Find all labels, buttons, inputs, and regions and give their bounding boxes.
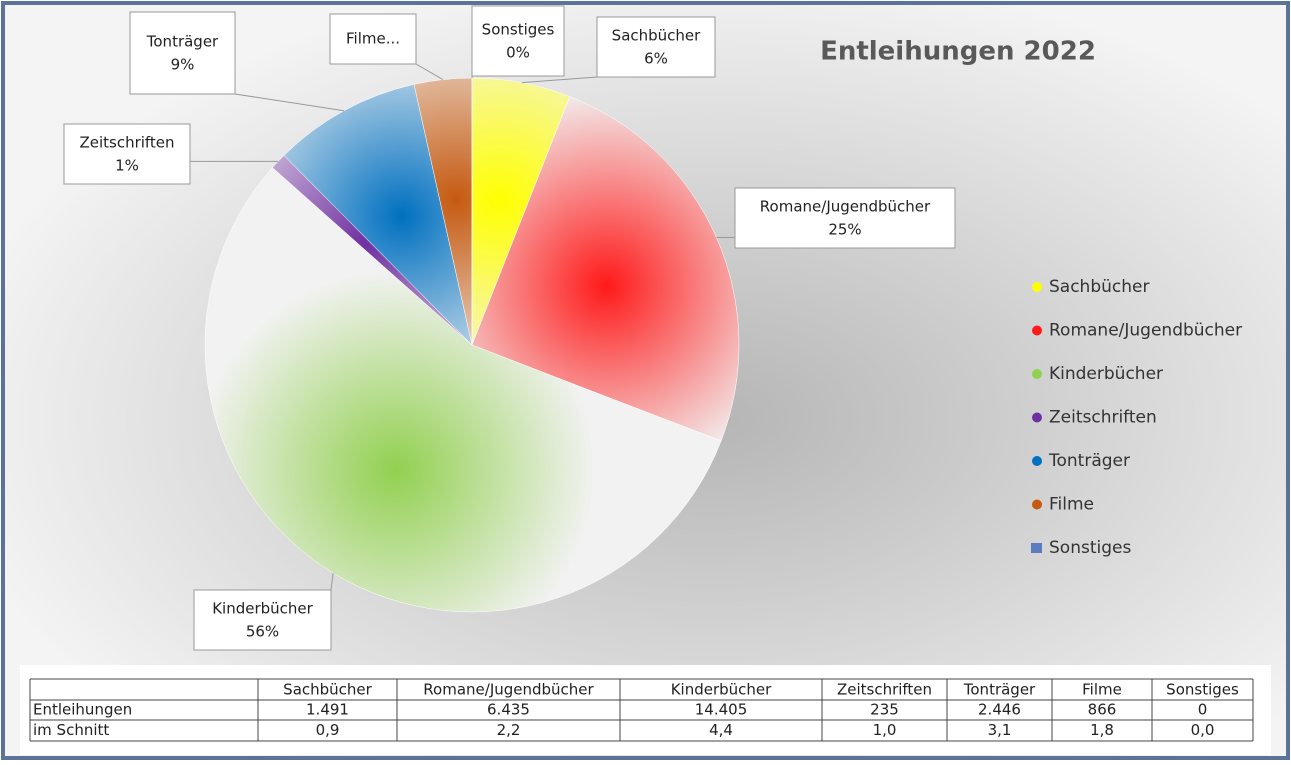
table-header: Romane/Jugendbücher xyxy=(423,681,594,699)
legend-marker xyxy=(1032,369,1042,379)
table-cell: 3,1 xyxy=(988,721,1012,739)
data-label-name: Sonstiges xyxy=(482,21,555,39)
pie-slice xyxy=(204,167,722,613)
table-cell: 1.491 xyxy=(306,701,349,719)
data-label-name: Tonträger xyxy=(146,33,219,51)
table-cell: 2.446 xyxy=(978,701,1021,719)
data-label-value: 56% xyxy=(246,623,279,641)
data-label-box xyxy=(734,187,956,249)
table-header: Zeitschriften xyxy=(837,681,932,699)
table-cell: 1,8 xyxy=(1090,721,1114,739)
data-label-name: Romane/Jugendbücher xyxy=(760,198,931,216)
table-cell: 235 xyxy=(870,701,899,719)
legend-marker xyxy=(1032,325,1042,336)
legend-label: Filme xyxy=(1049,495,1094,515)
data-label-box xyxy=(129,11,236,95)
legend-label: Sonstiges xyxy=(1049,538,1131,558)
table-cell: 14.405 xyxy=(695,701,748,719)
table-cell: 0,9 xyxy=(316,721,340,739)
pie-slice xyxy=(471,96,740,442)
table-cell: 866 xyxy=(1088,701,1117,719)
data-label-value: 6% xyxy=(644,50,668,68)
data-label-box xyxy=(63,123,191,185)
data-label-box xyxy=(329,13,417,65)
table-cell: 6.435 xyxy=(487,701,530,719)
table-cell: 1,0 xyxy=(873,721,897,739)
data-label-value: 0% xyxy=(506,44,530,62)
legend-label: Kinderbücher xyxy=(1049,364,1163,384)
legend-label: Zeitschriften xyxy=(1049,408,1157,428)
legend-marker xyxy=(1032,282,1042,292)
data-label-box xyxy=(193,589,332,651)
chart-title: Entleihungen 2022 xyxy=(820,37,1096,67)
table-header: Filme xyxy=(1082,681,1122,699)
table-row-name: Entleihungen xyxy=(33,701,132,719)
table-cell: 4,4 xyxy=(709,721,733,739)
callout-line xyxy=(415,63,444,81)
table-cell: 0,0 xyxy=(1191,721,1215,739)
data-label-name: Filme... xyxy=(346,30,400,48)
table-header: Kinderbücher xyxy=(671,681,772,699)
data-label-value: 9% xyxy=(171,56,195,74)
pie-slice xyxy=(283,84,473,346)
table-background xyxy=(20,665,1271,755)
table-header: Tonträger xyxy=(963,681,1036,699)
callout-line xyxy=(330,572,334,591)
table-header: Sachbücher xyxy=(283,681,372,699)
data-label-value: 25% xyxy=(828,221,861,239)
data-label-box xyxy=(471,5,565,77)
legend-marker xyxy=(1032,412,1042,423)
legend-marker xyxy=(1031,543,1042,553)
table-header: Sonstiges xyxy=(1166,681,1239,699)
legend-label: Tonträger xyxy=(1048,451,1130,471)
callout-line xyxy=(521,76,598,84)
legend-marker xyxy=(1032,456,1042,466)
table-cell: 0 xyxy=(1198,701,1208,719)
legend-label: Sachbücher xyxy=(1049,277,1149,297)
callout-line xyxy=(234,93,345,112)
table-cell: 2,2 xyxy=(497,721,521,739)
data-label-value: 1% xyxy=(115,157,139,175)
legend-marker xyxy=(1032,499,1042,510)
data-label-name: Sachbücher xyxy=(612,27,701,45)
legend-label: Romane/Jugendbücher xyxy=(1049,321,1242,341)
data-label-name: Kinderbücher xyxy=(212,600,313,618)
table-row-name: im Schnitt xyxy=(33,721,109,739)
data-label-name: Zeitschriften xyxy=(79,134,174,152)
data-label-box xyxy=(596,16,716,78)
